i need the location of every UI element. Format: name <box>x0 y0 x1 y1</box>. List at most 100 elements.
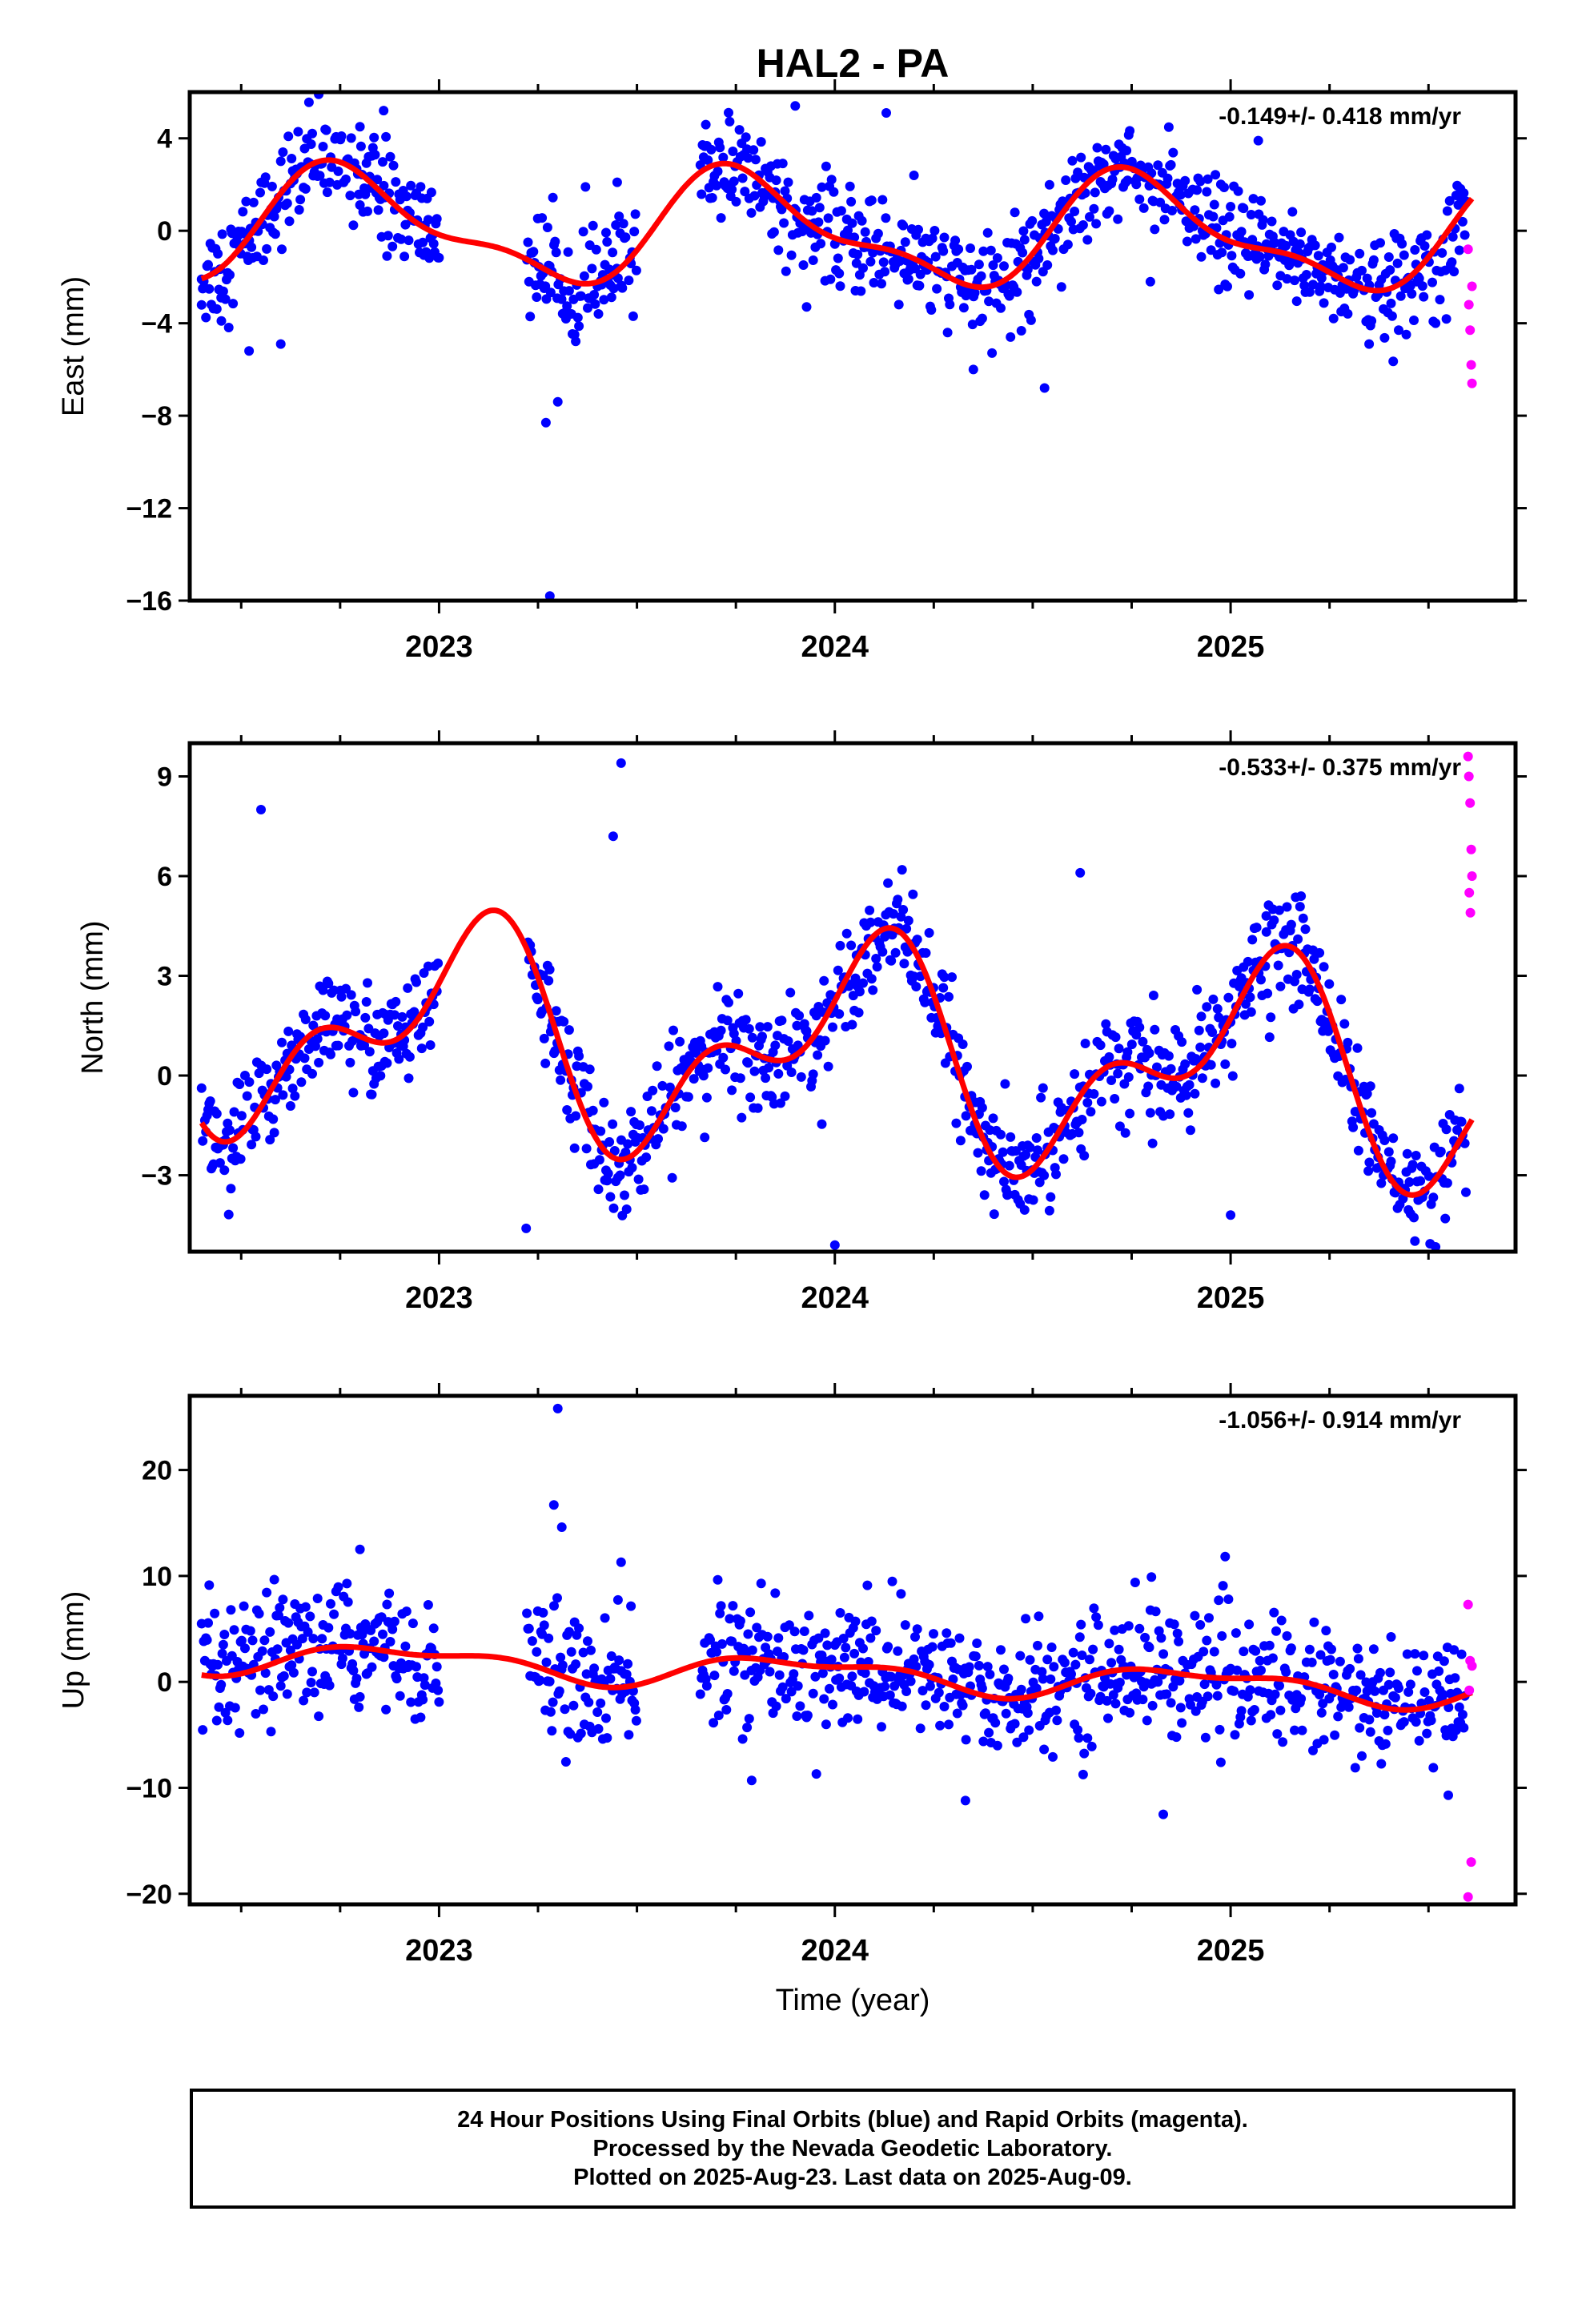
final-point <box>984 1727 994 1738</box>
final-point <box>780 186 790 196</box>
final-point <box>1036 1092 1046 1103</box>
final-point <box>927 1642 938 1652</box>
final-point <box>1456 1649 1467 1659</box>
final-point <box>583 303 592 313</box>
final-point <box>942 1628 952 1638</box>
final-point <box>1256 1665 1266 1675</box>
final-point <box>1021 1614 1031 1624</box>
final-point <box>1271 1626 1281 1636</box>
y-tick-label: 3 <box>157 962 172 992</box>
final-point <box>550 1046 560 1056</box>
final-point <box>300 1602 311 1612</box>
final-point <box>1056 282 1066 292</box>
final-point <box>746 1775 757 1786</box>
final-point <box>792 1711 802 1721</box>
x-tick-label: 2025 <box>1197 1934 1265 1968</box>
final-point <box>1016 326 1026 336</box>
final-point <box>1033 1145 1042 1156</box>
final-point <box>1272 280 1283 291</box>
final-point <box>811 192 821 203</box>
final-point <box>1138 1036 1148 1047</box>
final-point <box>623 1659 633 1669</box>
final-point <box>605 1192 616 1202</box>
final-point <box>1345 1663 1355 1674</box>
final-point <box>198 1725 208 1735</box>
final-point <box>556 1075 566 1085</box>
final-point <box>1362 1088 1372 1099</box>
final-point <box>1375 238 1385 248</box>
final-point <box>433 958 444 968</box>
final-point <box>970 287 980 298</box>
final-point <box>1088 1644 1098 1655</box>
final-point <box>1130 1578 1140 1587</box>
final-point <box>1350 1763 1360 1773</box>
final-point <box>605 1674 616 1684</box>
final-point <box>270 229 280 239</box>
final-point <box>885 1690 895 1700</box>
final-point <box>318 142 328 151</box>
final-point <box>1177 1718 1187 1728</box>
final-point <box>300 1015 311 1024</box>
final-point <box>868 985 878 995</box>
final-point <box>1275 981 1286 991</box>
final-point <box>886 1671 897 1682</box>
figure-title: HAL2 - PA <box>757 41 950 86</box>
final-point <box>1217 1630 1227 1641</box>
final-point <box>1021 1149 1031 1160</box>
final-point <box>961 1735 971 1745</box>
final-point <box>282 198 292 208</box>
final-point <box>843 1713 853 1723</box>
final-point <box>1022 1708 1033 1719</box>
final-point <box>1276 1615 1287 1626</box>
y-tick-label: −12 <box>126 494 172 525</box>
final-point <box>896 1589 906 1599</box>
final-point <box>764 1063 774 1073</box>
final-point <box>1333 1711 1343 1722</box>
final-point <box>1282 274 1292 284</box>
final-point <box>1383 1147 1394 1157</box>
final-point <box>226 1184 236 1194</box>
final-point <box>1199 1647 1209 1657</box>
final-point <box>747 1032 757 1043</box>
final-point <box>320 1011 331 1021</box>
final-point <box>793 1681 803 1691</box>
final-point <box>639 1184 649 1195</box>
final-point <box>629 227 640 237</box>
final-point <box>428 1623 439 1634</box>
final-point <box>363 206 372 216</box>
final-point <box>1319 962 1329 972</box>
final-point <box>774 1670 785 1680</box>
final-point <box>909 171 919 180</box>
final-point <box>552 1403 563 1413</box>
final-point <box>576 1728 586 1739</box>
final-point <box>811 1769 821 1779</box>
final-point <box>1290 275 1299 286</box>
final-point <box>880 267 890 277</box>
final-point <box>1454 1702 1464 1712</box>
final-point <box>871 1626 881 1636</box>
final-point <box>1195 176 1206 187</box>
final-point <box>1214 1012 1224 1023</box>
final-point <box>1310 240 1320 251</box>
final-point <box>606 1651 616 1661</box>
final-point <box>925 1681 935 1691</box>
final-point <box>230 1703 240 1713</box>
final-point <box>315 171 325 181</box>
final-point <box>1379 1136 1390 1145</box>
final-point <box>1125 1707 1135 1718</box>
final-point <box>333 1582 343 1592</box>
final-point <box>564 1626 574 1637</box>
final-point <box>633 1174 644 1184</box>
final-point <box>1343 1037 1353 1047</box>
final-point <box>1419 292 1429 302</box>
final-point <box>697 189 707 199</box>
final-point <box>1291 970 1302 979</box>
final-point <box>1049 1662 1059 1672</box>
final-point <box>270 1095 280 1105</box>
final-point <box>1353 1654 1363 1664</box>
final-point <box>724 107 733 118</box>
final-point <box>1082 235 1093 245</box>
final-point <box>781 266 791 276</box>
final-point <box>351 1007 361 1017</box>
final-point <box>858 1643 868 1654</box>
